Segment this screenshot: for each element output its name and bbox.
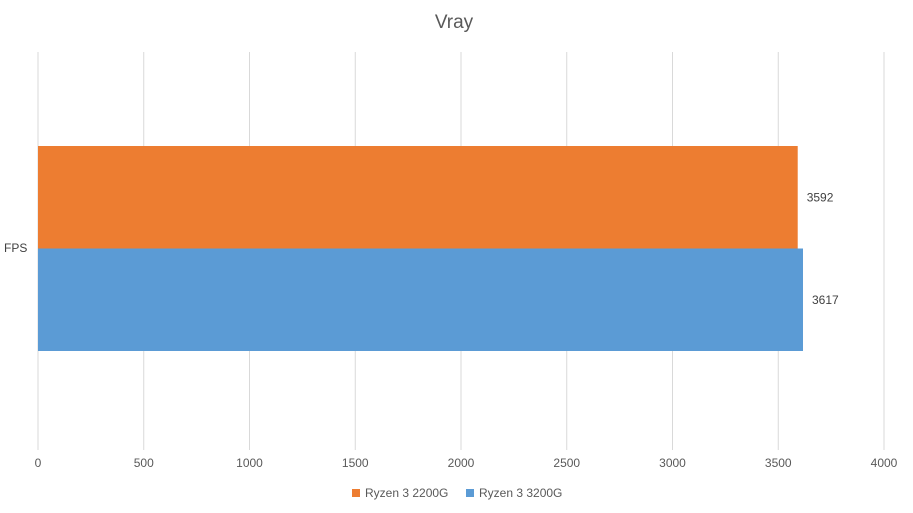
x-tick-label: 3000 bbox=[659, 456, 686, 470]
bar-ryzen-3-2200g bbox=[38, 146, 798, 249]
x-tick-label: 500 bbox=[134, 456, 154, 470]
bars bbox=[38, 146, 803, 351]
x-axis-tick-labels: 0 500 1000 1500 2000 2500 3000 3500 4000 bbox=[35, 456, 898, 470]
x-tick-label: 4000 bbox=[871, 456, 898, 470]
legend-swatch bbox=[352, 489, 360, 497]
x-tick-label: 2000 bbox=[448, 456, 475, 470]
x-tick-label: 2500 bbox=[553, 456, 580, 470]
legend-label: Ryzen 3 3200G bbox=[479, 486, 562, 500]
x-tick-label: 1000 bbox=[236, 456, 263, 470]
legend-swatch bbox=[466, 489, 474, 497]
data-labels: 3592 3617 bbox=[807, 190, 839, 307]
x-tick-label: 1500 bbox=[342, 456, 369, 470]
x-tick-label: 3500 bbox=[765, 456, 792, 470]
data-label: 3617 bbox=[812, 293, 839, 307]
chart-title: Vray bbox=[435, 12, 474, 33]
legend: Ryzen 3 2200G Ryzen 3 3200G bbox=[352, 486, 562, 500]
x-tick-label: 0 bbox=[35, 456, 42, 470]
category-label: FPS bbox=[4, 241, 27, 255]
data-label: 3592 bbox=[807, 190, 834, 204]
bar-ryzen-3-3200g bbox=[38, 248, 803, 351]
legend-label: Ryzen 3 2200G bbox=[365, 486, 448, 500]
